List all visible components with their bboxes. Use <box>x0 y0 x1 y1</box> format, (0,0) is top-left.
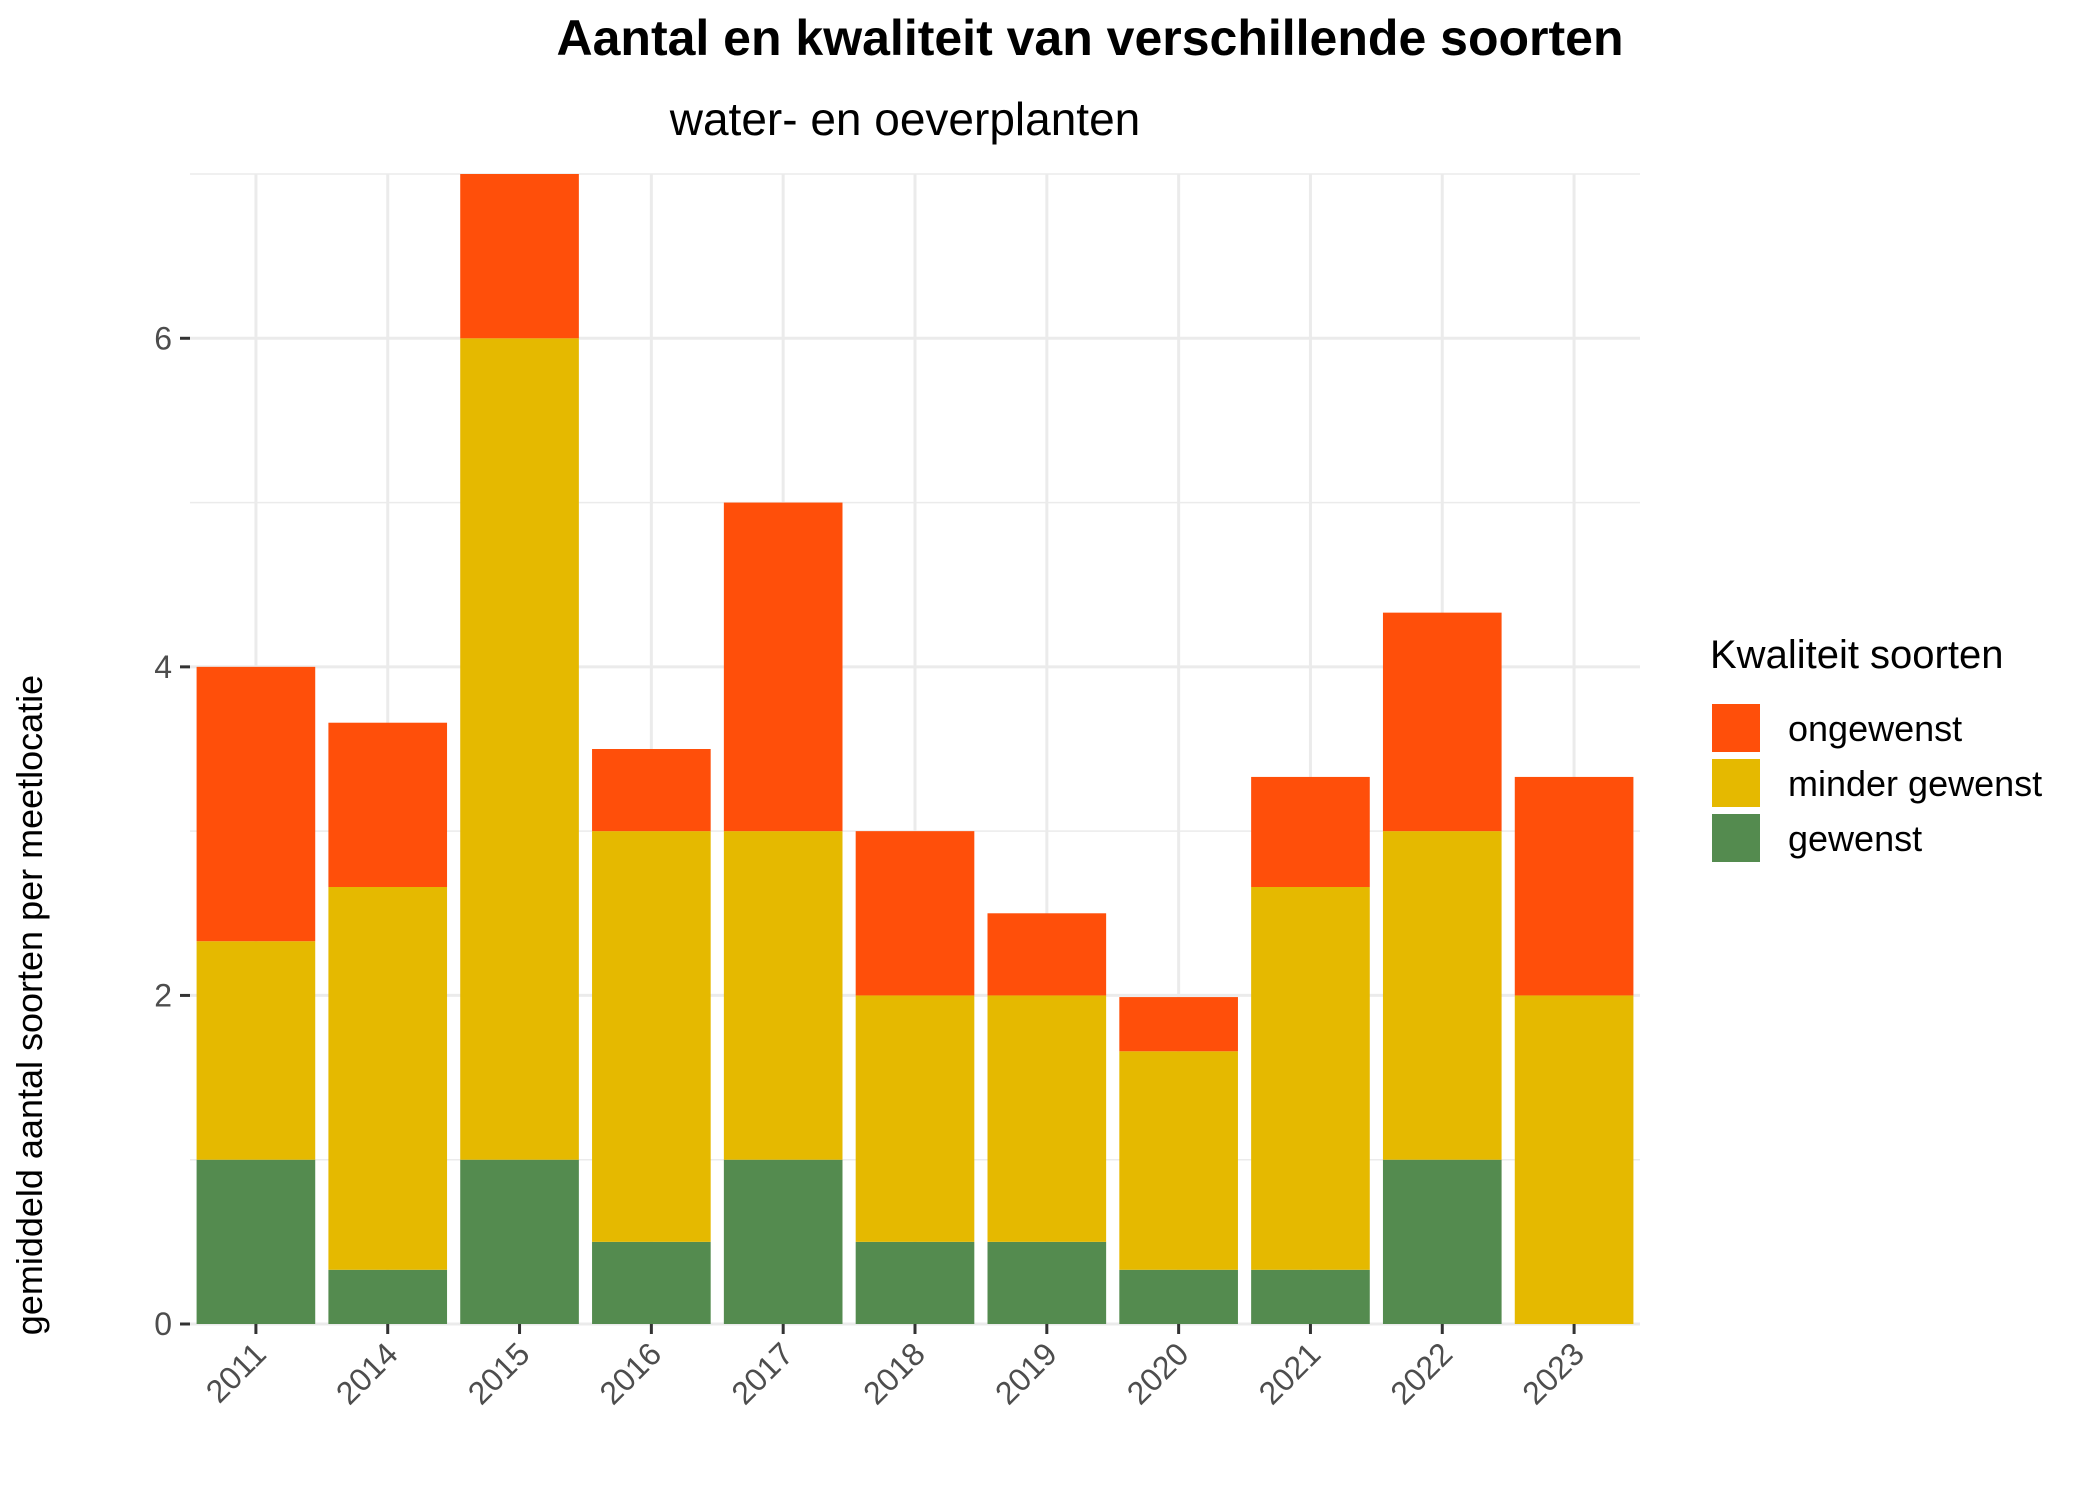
bar-segment-gewenst <box>196 1159 316 1324</box>
bar-segment-gewenst <box>1119 1269 1238 1324</box>
y-axis: 0 2 4 6 <box>154 320 190 1342</box>
x-tick-label: 2014 <box>329 1335 405 1411</box>
bar-segment-ongewenst <box>460 174 579 339</box>
legend-swatch-ongewenst <box>1712 704 1760 752</box>
bar-segment-ongewenst <box>1382 612 1502 832</box>
x-tick-label: 2022 <box>1383 1335 1459 1411</box>
legend-label: ongewenst <box>1788 708 1962 749</box>
bar-segment-ongewenst <box>592 749 711 832</box>
x-tick-label: 2023 <box>1515 1335 1591 1411</box>
bar-segment-gewenst <box>723 1159 843 1324</box>
bar-segment-ongewenst <box>1514 776 1634 996</box>
bar-segment-gewenst <box>855 1241 975 1324</box>
x-tick-label: 2017 <box>724 1335 800 1411</box>
bar-segment-ongewenst <box>855 831 975 996</box>
bar-segment-minder-gewenst <box>1119 1051 1238 1270</box>
bar-segment-ongewenst <box>1251 776 1370 887</box>
x-tick-label: 2019 <box>988 1335 1064 1411</box>
bar-segment-ongewenst <box>328 722 448 887</box>
x-tick-label: 2015 <box>461 1335 537 1411</box>
legend: Kwaliteit soorten ongewenst minder gewens… <box>1710 633 2042 862</box>
bar-segment-gewenst <box>460 1159 579 1324</box>
bar-segment-minder-gewenst <box>723 831 843 1160</box>
y-tick-label: 6 <box>154 320 172 356</box>
legend-swatch-minder-gewenst <box>1712 759 1760 807</box>
x-axis: 2011 2014 2015 2016 2017 2018 2019 2020 2021 2022… <box>199 1324 1591 1411</box>
x-tick-label: 2018 <box>856 1335 932 1411</box>
x-tick-label: 2021 <box>1252 1335 1328 1411</box>
bar-segment-ongewenst <box>987 913 1107 996</box>
bar-segment-minder-gewenst <box>1382 831 1502 1160</box>
y-tick-label: 0 <box>154 1306 172 1342</box>
x-tick-label: 2011 <box>199 1335 273 1409</box>
bar-segment-gewenst <box>592 1241 711 1324</box>
legend-swatch-gewenst <box>1712 814 1760 862</box>
bars <box>196 174 1634 1324</box>
bar-segment-gewenst <box>1382 1159 1502 1324</box>
bar-segment-minder-gewenst <box>460 338 579 1160</box>
bar-segment-minder-gewenst <box>855 995 975 1242</box>
legend-label: gewenst <box>1788 818 1922 859</box>
bar-segment-ongewenst <box>723 502 843 832</box>
y-tick-label: 4 <box>154 649 172 685</box>
bar-segment-minder-gewenst <box>1251 887 1370 1270</box>
legend-title: Kwaliteit soorten <box>1710 633 2003 677</box>
x-tick-label: 2020 <box>1120 1335 1196 1411</box>
bar-segment-ongewenst <box>1119 997 1238 1052</box>
y-tick-label: 2 <box>154 977 172 1013</box>
legend-label: minder gewenst <box>1788 763 2042 804</box>
bar-segment-minder-gewenst <box>196 941 316 1160</box>
chart-title: Aantal en kwaliteit van verschillende so… <box>556 10 1623 66</box>
bar-segment-gewenst <box>328 1269 448 1324</box>
bar-segment-gewenst <box>1251 1269 1370 1324</box>
bar-segment-minder-gewenst <box>1514 995 1634 1324</box>
chart-subtitle: water- en oeverplanten <box>669 93 1141 145</box>
bar-segment-gewenst <box>987 1241 1107 1324</box>
x-tick-label: 2016 <box>593 1335 669 1411</box>
bar-segment-minder-gewenst <box>987 995 1107 1242</box>
bar-segment-ongewenst <box>196 666 316 942</box>
y-axis-label: gemiddeld aantal soorten per meetlocatie <box>9 675 50 1335</box>
bar-segment-minder-gewenst <box>328 887 448 1270</box>
bar-segment-minder-gewenst <box>592 831 711 1242</box>
